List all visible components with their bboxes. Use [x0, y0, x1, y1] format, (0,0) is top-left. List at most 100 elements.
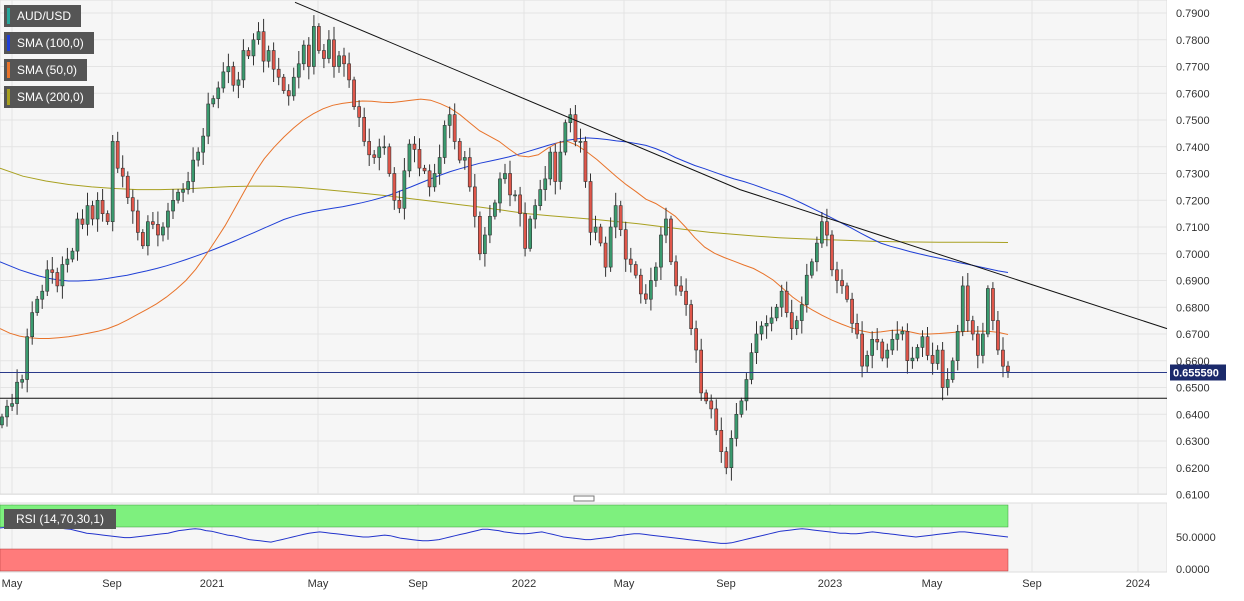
candle-bearish: [141, 232, 145, 247]
candle-bearish: [940, 349, 945, 388]
legend-sma-50-swatch: [7, 62, 10, 78]
candle-bullish: [161, 226, 165, 236]
y-tick-label: 0.7500: [1176, 115, 1210, 127]
rsi-indicator-label[interactable]: RSI (14,70,30,1): [4, 509, 117, 529]
candle-bearish: [281, 76, 286, 91]
candle-bearish: [523, 213, 527, 249]
candle-bullish: [196, 151, 201, 161]
y-tick-label: 0.6200: [1176, 463, 1210, 475]
rsi-y-tick-label: 50.0000: [1176, 532, 1216, 544]
candle-bullish: [890, 338, 895, 351]
candle-bullish: [613, 205, 618, 228]
legend-sma-100-label: SMA (100,0): [17, 36, 84, 50]
candle-bearish: [412, 143, 417, 150]
price-panel-bg: [0, 0, 1168, 495]
legend-sma-100[interactable]: SMA (100,0): [4, 32, 94, 54]
candle-bearish: [457, 141, 462, 161]
candle-bullish: [744, 379, 749, 402]
candle-bullish: [327, 39, 331, 59]
candle-bearish: [1001, 349, 1005, 367]
candle-bullish: [945, 379, 950, 388]
x-tick-label: Sep: [1022, 578, 1042, 590]
candle-bearish: [925, 336, 930, 356]
candle-bearish: [875, 338, 880, 343]
candle-bullish: [60, 264, 65, 287]
legend-sma-50[interactable]: SMA (50,0): [4, 59, 88, 81]
current-price-label-bg: [1170, 364, 1226, 381]
candle-bullish: [462, 157, 467, 161]
candle-bearish: [151, 221, 155, 225]
candle-bearish: [855, 322, 859, 335]
candle-bearish: [130, 197, 135, 212]
candle-bullish: [40, 290, 45, 300]
y-tick-label: 0.7700: [1176, 62, 1210, 74]
candle-bearish: [508, 173, 512, 196]
y-tick-label: 0.6500: [1176, 383, 1210, 395]
candle-bullish: [45, 269, 50, 292]
candle-bearish: [427, 170, 432, 188]
candle-bullish: [186, 181, 191, 190]
candle-bullish: [35, 298, 40, 313]
candle-bullish: [955, 330, 960, 361]
candle-bullish: [814, 242, 819, 263]
candle-bearish: [835, 269, 839, 281]
candle-bullish: [980, 333, 985, 356]
candle-bearish: [322, 50, 326, 59]
candle-bullish: [920, 336, 925, 348]
x-tick-label: May: [2, 578, 23, 590]
sma-200-line: [0, 167, 1009, 243]
legend-sma-200[interactable]: SMA (200,0): [4, 86, 94, 108]
axis-bg: [1167, 0, 1244, 596]
candle-bullish: [754, 333, 759, 354]
candle-bearish: [679, 285, 683, 292]
y-tick-label: 0.7200: [1176, 195, 1210, 207]
candle-bullish: [804, 274, 809, 305]
x-tick-label: 2024: [1126, 578, 1150, 590]
candle-bullish: [498, 178, 502, 204]
candle-bearish: [306, 44, 311, 67]
candle-bearish: [422, 167, 427, 172]
candle-bearish: [618, 205, 623, 231]
legend-symbol[interactable]: AUD/USD: [4, 5, 82, 27]
candle-bullish: [166, 210, 170, 228]
x-tick-label: Sep: [716, 578, 736, 590]
candle-bearish: [271, 50, 276, 70]
candle-bearish: [347, 63, 351, 81]
y-tick-label: 0.6100: [1176, 490, 1210, 502]
candle-bullish: [819, 221, 824, 244]
candle-bullish: [482, 234, 487, 255]
candle-bearish: [840, 280, 844, 287]
candle-bullish: [528, 218, 532, 249]
candle-bullish: [191, 159, 196, 182]
candle-bullish: [729, 437, 734, 468]
candle-bullish: [236, 79, 241, 86]
candle-bullish: [447, 114, 452, 126]
candle-bullish: [915, 347, 920, 359]
candle-bearish: [704, 392, 708, 402]
sma-50-line: [0, 98, 1009, 339]
candle-bearish: [573, 114, 578, 142]
candle-bullish: [870, 338, 874, 356]
candle-bullish: [910, 357, 915, 362]
rsi-oversold-band: [0, 548, 1009, 572]
legend-symbol-label: AUD/USD: [17, 9, 72, 23]
candle-bullish: [809, 261, 814, 276]
candle-bullish: [513, 194, 517, 197]
y-tick-label: 0.6800: [1176, 302, 1210, 314]
candle-bearish: [860, 333, 864, 367]
x-tick-label: 2021: [200, 578, 224, 590]
candle-bearish: [417, 149, 422, 169]
candle-bullish: [900, 330, 905, 335]
candle-bearish: [638, 274, 643, 295]
candle-bullish: [171, 200, 175, 212]
candle-bearish: [623, 229, 628, 260]
candle-bullish: [437, 157, 442, 174]
candle-bullish: [256, 31, 261, 41]
candle-bearish: [231, 66, 236, 86]
candle-bullish: [769, 317, 774, 324]
candle-bullish: [558, 151, 563, 182]
candle-bearish: [965, 285, 970, 321]
candle-bearish: [880, 341, 885, 359]
candle-bullish: [794, 320, 799, 329]
